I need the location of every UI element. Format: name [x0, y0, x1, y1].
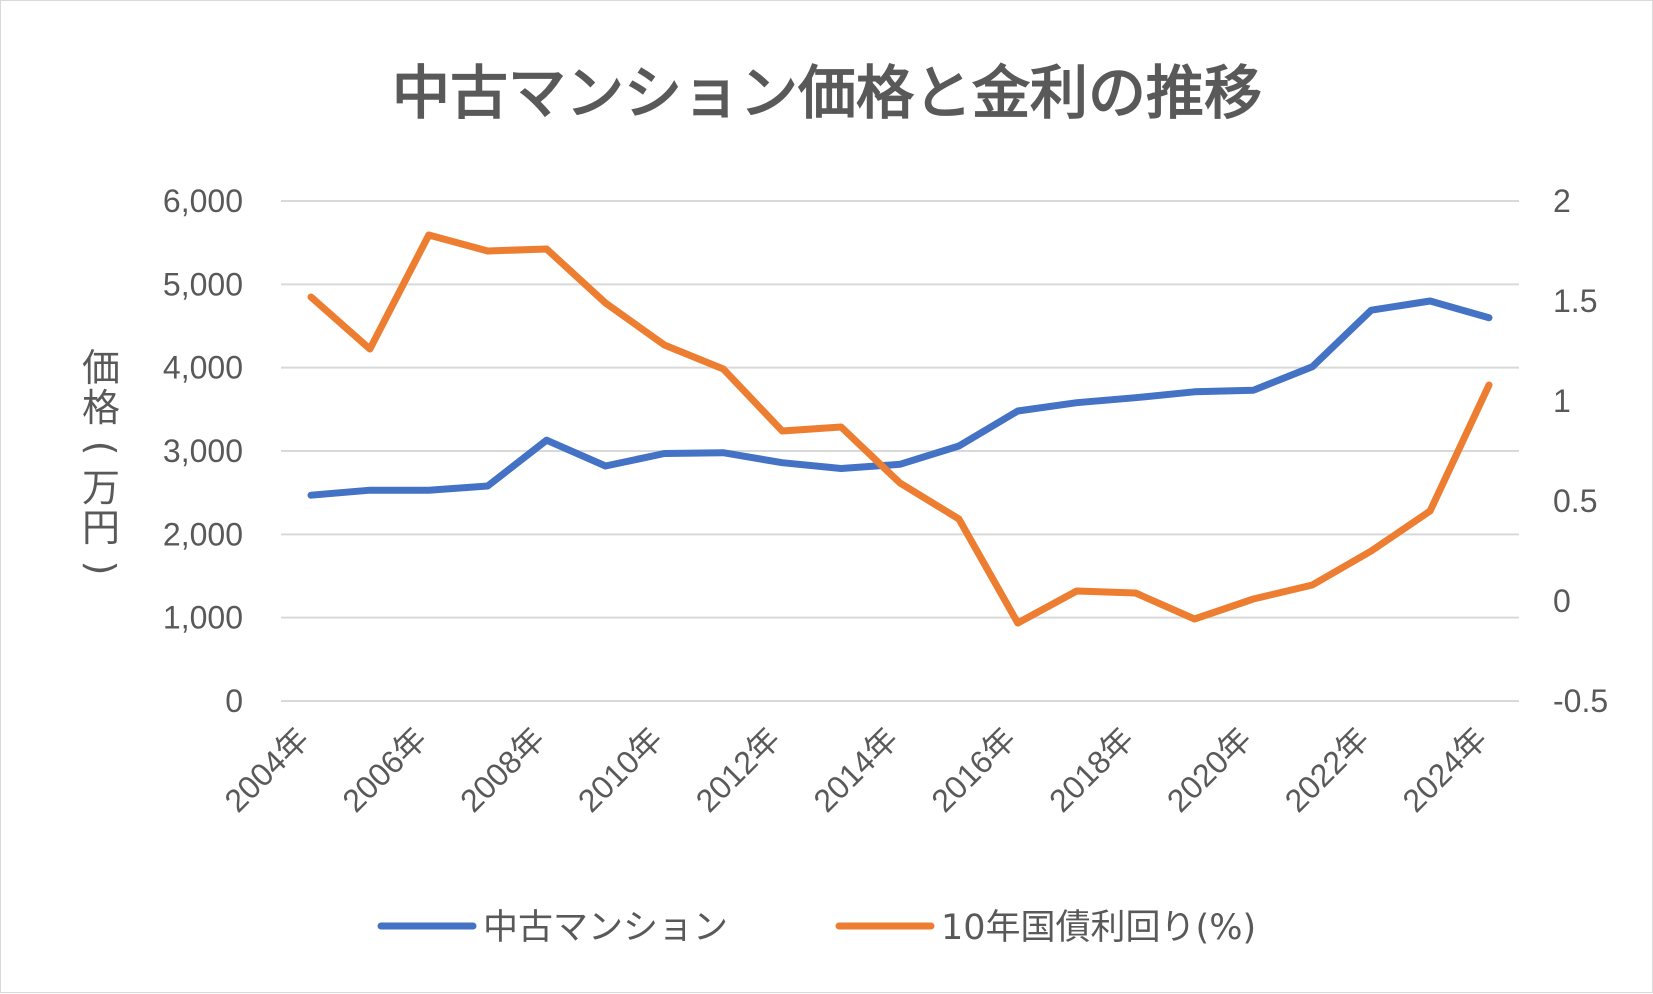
series-line-0	[307, 297, 1493, 499]
right-tick-label: 1	[1553, 383, 1571, 419]
right-tick-label: -0.5	[1553, 683, 1608, 719]
legend-label-0: 中古マンション	[483, 908, 728, 948]
left-tick-label: 6,000	[163, 183, 243, 219]
x-tick-label: 2012年	[689, 720, 787, 818]
x-tick-label: 2010年	[571, 720, 669, 818]
x-tick-label: 2024年	[1396, 720, 1494, 818]
x-tick-label: 2014年	[807, 720, 905, 818]
left-tick-label: 1,000	[163, 600, 243, 636]
right-tick-label: 2	[1553, 183, 1571, 219]
x-tick-label: 2004年	[218, 720, 316, 818]
y-axis-title: 価格 ( 万円)	[79, 346, 123, 575]
x-axis-ticks: 2004年 2006年 2008年 2010年 2012年 2014年 2016年 2018年…	[218, 720, 1494, 818]
legend: 中古マンション 10年国債利回り(%)	[377, 908, 1256, 948]
x-tick-label: 2016年	[924, 720, 1022, 818]
right-axis-ticks: -0.5 0 0.5 1 1.5 2	[1553, 183, 1608, 719]
y-axis-title-char: (	[79, 441, 123, 456]
y-axis-title-char: 価	[82, 346, 120, 390]
chart-title: 中古マンション価格と金利の推移	[392, 59, 1262, 127]
left-tick-label: 4,000	[163, 350, 243, 386]
series-lines	[307, 231, 1493, 627]
y-axis-title-char: 万	[82, 466, 120, 510]
left-tick-label: 3,000	[163, 433, 243, 469]
gridlines	[281, 200, 1519, 702]
x-tick-label: 2022年	[1278, 720, 1376, 818]
right-tick-label: 0	[1553, 583, 1571, 619]
left-tick-label: 2,000	[163, 516, 243, 552]
left-tick-label: 5,000	[163, 266, 243, 302]
left-axis-ticks: 0 1,000 2,000 3,000 4,000 5,000 6,000	[163, 183, 243, 719]
right-tick-label: 1.5	[1553, 283, 1597, 319]
x-tick-label: 2006年	[335, 720, 433, 818]
y-axis-title-char: )	[79, 561, 123, 576]
series-line-1	[307, 231, 1493, 627]
y-axis-title-char: 格	[82, 386, 120, 430]
legend-label-1: 10年国債利回り(%)	[941, 908, 1256, 948]
left-tick-label: 0	[225, 683, 243, 719]
x-tick-label: 2020年	[1160, 720, 1258, 818]
x-tick-label: 2008年	[453, 720, 551, 818]
y-axis-title-char: 円	[82, 506, 120, 550]
right-tick-label: 0.5	[1553, 483, 1597, 519]
x-tick-label: 2018年	[1042, 720, 1140, 818]
